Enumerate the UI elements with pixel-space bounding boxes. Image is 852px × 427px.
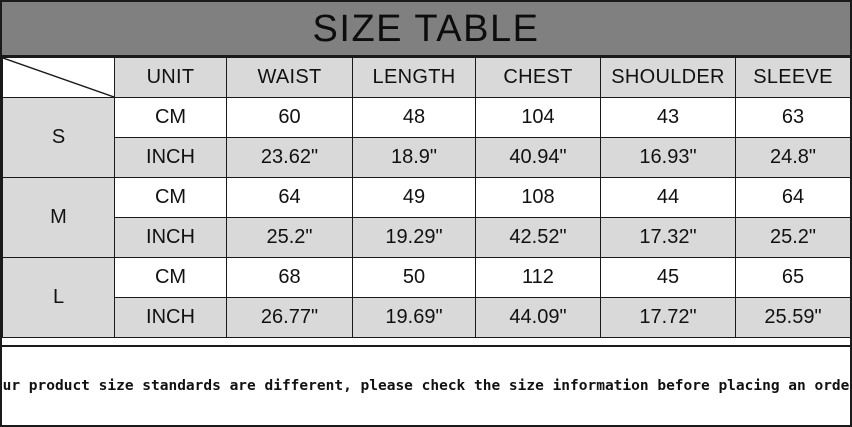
column-header-sleeve: SLEEVE: [735, 57, 850, 98]
cell-s-inch-shoulder: 16.93": [600, 137, 736, 178]
cell-s-cm-shoulder: 43: [600, 97, 736, 138]
size-table-title-band: SIZE TABLE: [2, 2, 850, 57]
page-title: SIZE TABLE: [312, 7, 540, 50]
column-header-length: LENGTH: [352, 57, 476, 98]
footer-note-text: Our product size standards are different…: [0, 378, 852, 394]
cell-l-inch-sleeve: 25.59": [735, 297, 850, 338]
cell-l-cm-shoulder: 45: [600, 257, 736, 298]
cell-m-inch-unit: INCH: [114, 217, 227, 258]
cell-s-cm-unit: CM: [114, 97, 227, 138]
cell-s-inch-chest: 40.94": [475, 137, 601, 178]
cell-l-cm-waist: 68: [226, 257, 353, 298]
cell-l-inch-shoulder: 17.72": [600, 297, 736, 338]
cell-l-inch-unit: INCH: [114, 297, 227, 338]
cell-m-cm-unit: CM: [114, 177, 227, 218]
table-row: INCH 23.62" 18.9" 40.94" 16.93" 24.8": [3, 137, 850, 178]
cell-s-inch-waist: 23.62": [226, 137, 353, 178]
column-header-chest: CHEST: [475, 57, 601, 98]
cell-s-cm-sleeve: 63: [735, 97, 850, 138]
cell-l-inch-chest: 44.09": [475, 297, 601, 338]
cell-m-inch-length: 19.29": [352, 217, 476, 258]
cell-l-cm-sleeve: 65: [735, 257, 850, 298]
size-label-l: L: [2, 257, 115, 338]
table-row: INCH 25.2" 19.29" 42.52" 17.32" 25.2": [3, 217, 850, 258]
cell-l-inch-waist: 26.77": [226, 297, 353, 338]
size-label-s: S: [2, 97, 115, 178]
table-header-row: UNIT WAIST LENGTH CHEST SHOULDER SLEEVE: [2, 57, 850, 98]
column-header-shoulder: SHOULDER: [600, 57, 736, 98]
cell-s-cm-length: 48: [352, 97, 476, 138]
cell-m-inch-waist: 25.2": [226, 217, 353, 258]
cell-m-inch-sleeve: 25.2": [735, 217, 850, 258]
cell-m-cm-shoulder: 44: [600, 177, 736, 218]
cell-m-inch-shoulder: 17.32": [600, 217, 736, 258]
cell-m-cm-length: 49: [352, 177, 476, 218]
cell-l-cm-chest: 112: [475, 257, 601, 298]
cell-l-cm-unit: CM: [114, 257, 227, 298]
cell-m-cm-sleeve: 64: [735, 177, 850, 218]
cell-m-cm-waist: 64: [226, 177, 353, 218]
table-row: S CM 60 48 104 43 63: [2, 97, 850, 178]
cell-l-cm-length: 50: [352, 257, 476, 298]
column-header-unit: UNIT: [114, 57, 227, 98]
cell-s-cm-waist: 60: [226, 97, 353, 138]
size-measurement-table: UNIT WAIST LENGTH CHEST SHOULDER SLEEVE …: [2, 57, 850, 338]
cell-s-inch-unit: INCH: [114, 137, 227, 178]
table-row: L CM 68 50 112 45 65: [2, 257, 850, 338]
footer-note: Our product size standards are different…: [2, 345, 850, 425]
cell-l-inch-length: 19.69": [352, 297, 476, 338]
cell-s-cm-chest: 104: [475, 97, 601, 138]
cell-s-inch-length: 18.9": [352, 137, 476, 178]
cell-m-cm-chest: 108: [475, 177, 601, 218]
diagonal-divider-icon: [3, 58, 114, 97]
cell-m-inch-chest: 42.52": [475, 217, 601, 258]
cell-s-inch-sleeve: 24.8": [735, 137, 850, 178]
table-row: INCH 26.77" 19.69" 44.09" 17.72" 25.59": [3, 297, 850, 338]
corner-diagonal-cell: [2, 57, 115, 98]
column-header-waist: WAIST: [226, 57, 353, 98]
table-row: M CM 64 49 108 44 64: [2, 177, 850, 258]
size-label-m: M: [2, 177, 115, 258]
